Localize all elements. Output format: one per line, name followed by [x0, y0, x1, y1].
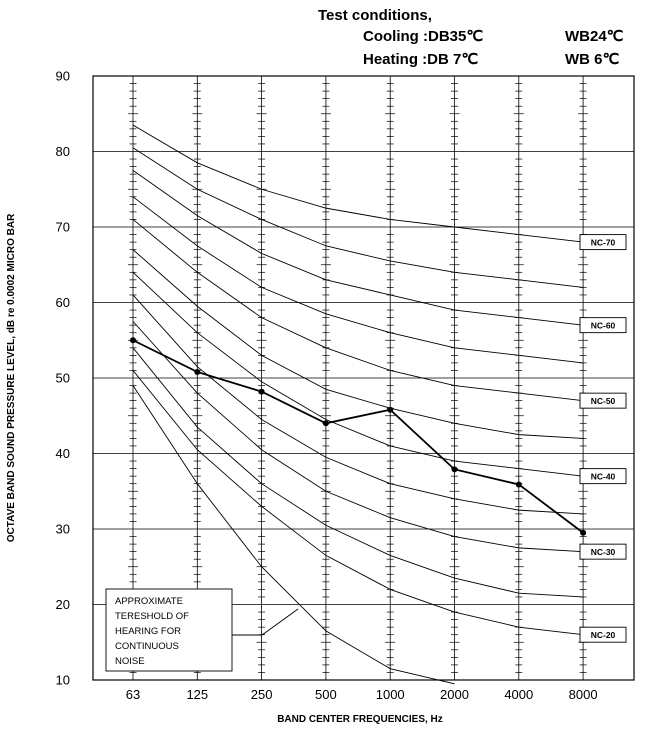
nc-label-box: [579, 543, 627, 560]
nc-label-box: [579, 392, 627, 409]
x-tick-labels: 63 125 250 500 1000 2000 4000 8000: [126, 687, 598, 702]
nc-curve: [132, 385, 455, 685]
measured-series: [130, 337, 587, 536]
annotation-text: APPROXIMATE TERESHOLD OF HEARING FOR CONTIN…: [115, 596, 189, 667]
y-tick-label: 20: [56, 597, 70, 612]
annotation-box: [105, 588, 233, 672]
nc-curve: [132, 321, 584, 553]
y-tick-label: 80: [56, 144, 70, 159]
x-tick-label: 1000: [376, 687, 405, 702]
nc-curve: [132, 249, 584, 439]
nc-label-box: [579, 317, 627, 334]
nc-label: NC-60: [591, 321, 616, 331]
y-tick-label: 70: [56, 220, 70, 235]
heating-condition: Heating :DB 7℃: [363, 51, 478, 68]
nc-curve: [132, 347, 584, 598]
measured-point: [451, 466, 458, 473]
nc-curve: [132, 219, 584, 402]
nc-curve: [132, 124, 584, 243]
measured-point: [322, 420, 329, 427]
measured-point: [258, 388, 265, 395]
x-tick-label: 8000: [569, 687, 598, 702]
nc-label-box: [579, 626, 627, 643]
x-tick-label: 500: [315, 687, 337, 702]
nc-label-box: [579, 468, 627, 485]
y-tick-label: 40: [56, 446, 70, 461]
annotation-line: TERESHOLD OF: [115, 611, 189, 622]
nc-label: NC-30: [591, 547, 616, 557]
measured-point: [130, 337, 136, 344]
annotation-line: CONTINUOUS: [115, 641, 179, 652]
annotation-line: HEARING FOR: [115, 626, 181, 637]
nc-label: NC-70: [591, 238, 616, 248]
y-tick-label: 10: [56, 673, 70, 688]
cooling-wb: WB24℃: [565, 28, 624, 45]
nc-curve: [132, 271, 584, 477]
x-tick-label: 4000: [504, 687, 533, 702]
nc-labels: NC-20 NC-30 NC-40 NC-50 NC-60 NC-70: [579, 234, 627, 643]
x-tick-label: 250: [251, 687, 273, 702]
measured-point: [580, 529, 587, 536]
nc-curve: [132, 370, 584, 636]
test-conditions: Test conditions, Cooling :DB35℃ WB24℃ He…: [318, 7, 624, 68]
annotation-line: NOISE: [115, 656, 145, 667]
y-tick-labels: 10 20 30 40 50 60 70 80 90: [56, 69, 70, 688]
measured-point: [194, 368, 201, 375]
y-tick-label: 50: [56, 371, 70, 386]
y-axis-label: OCTAVE BAND SOUND PRESSURE LEVEL, dB re …: [6, 213, 17, 542]
nc-curve: [132, 170, 584, 326]
heating-wb: WB 6℃: [565, 51, 620, 68]
nc-label-box: [579, 234, 627, 251]
x-tick-label: 2000: [440, 687, 469, 702]
test-conditions-title: Test conditions,: [318, 7, 432, 24]
annotation-line: APPROXIMATE: [115, 596, 183, 607]
grid: [93, 76, 634, 680]
y-tick-label: 90: [56, 69, 70, 84]
nc-label: NC-20: [591, 630, 616, 640]
nc-curve: [132, 196, 584, 364]
measured-point: [387, 406, 394, 413]
nc-label: NC-40: [591, 472, 616, 482]
nc-curve: [132, 147, 584, 288]
cooling-condition: Cooling :DB35℃: [363, 28, 483, 45]
hearing-threshold-annotation: APPROXIMATE TERESHOLD OF HEARING FOR CONTIN…: [105, 588, 299, 672]
x-tick-label: 63: [126, 687, 140, 702]
nc-curve: [132, 294, 584, 515]
measured-point: [515, 481, 522, 488]
x-axis-label: BAND CENTER FREQUENCIES, Hz: [277, 714, 443, 725]
y-tick-label: 30: [56, 522, 70, 537]
x-tick-label: 125: [186, 687, 208, 702]
nc-label: NC-50: [591, 396, 616, 406]
annotation-leader: [232, 608, 299, 636]
nc-curves: [132, 124, 584, 685]
measured-line: [132, 339, 584, 534]
y-tick-label: 60: [56, 295, 70, 310]
